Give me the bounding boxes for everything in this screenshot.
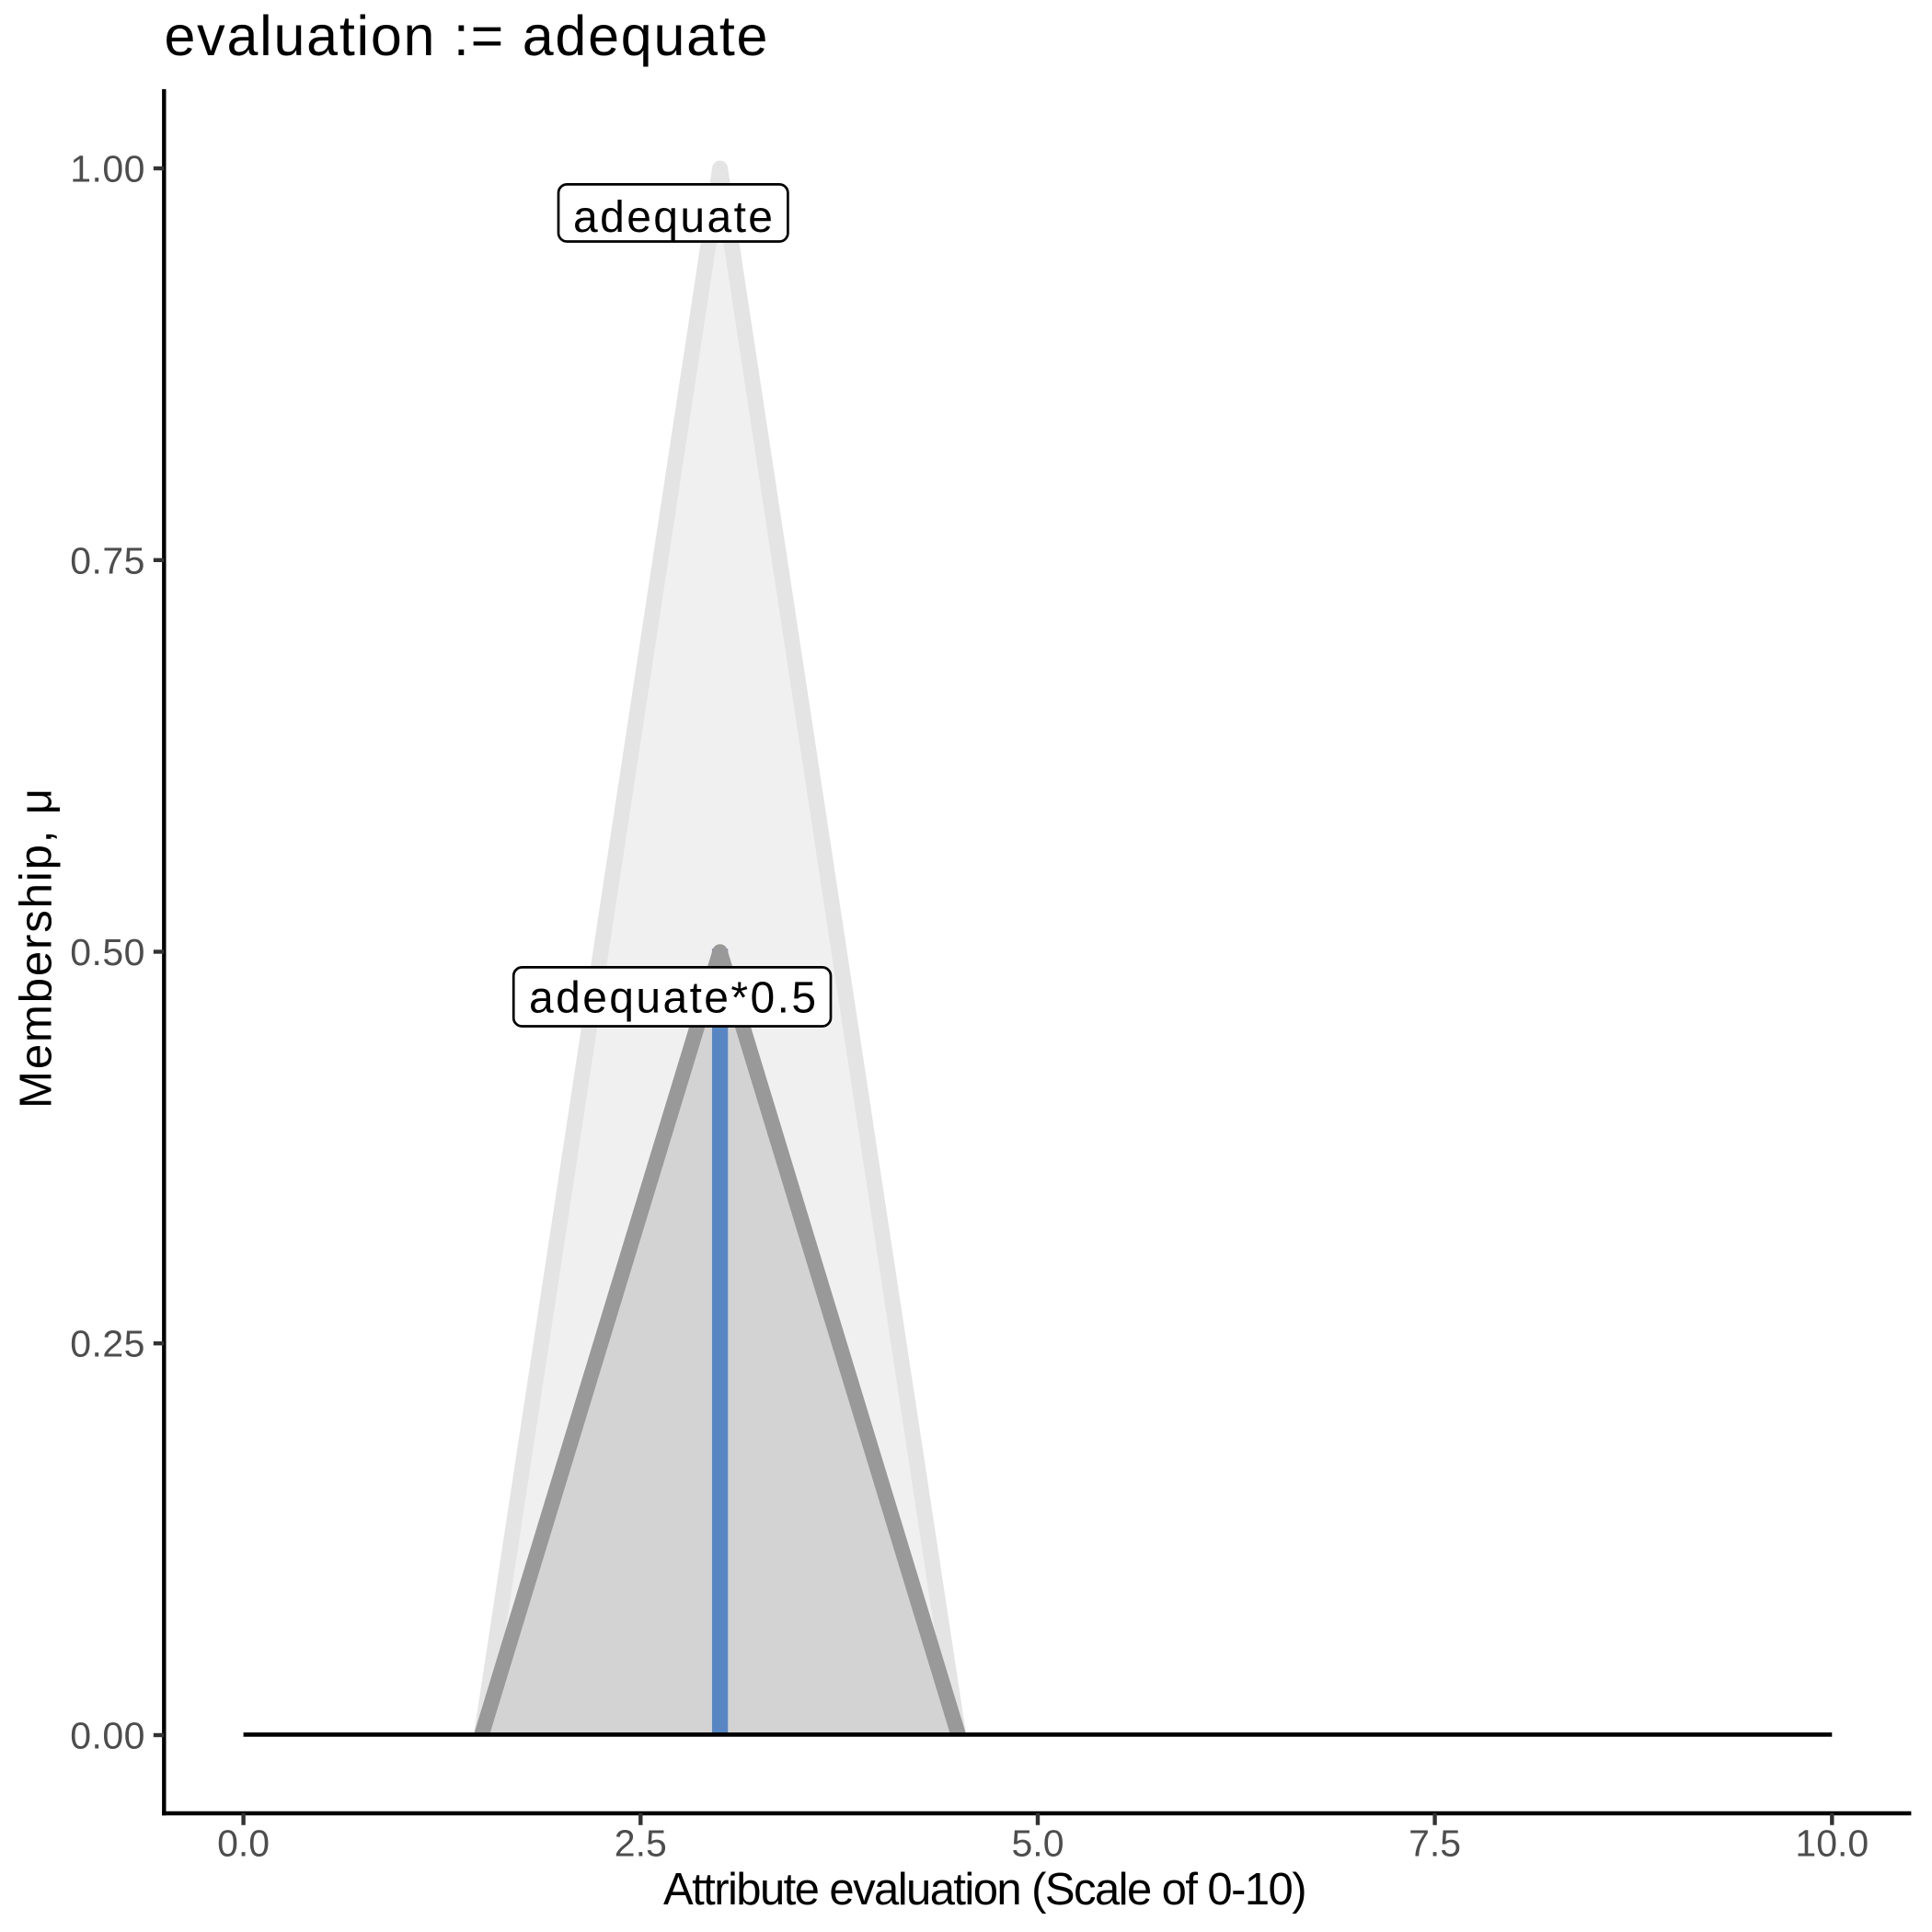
svg-text:Membership, μ: Membership, μ [12, 787, 62, 1109]
svg-text:0.25: 0.25 [70, 1323, 145, 1365]
svg-text:adequate*0.5: adequate*0.5 [529, 973, 818, 1022]
svg-text:adequate: adequate [573, 193, 775, 242]
svg-text:evaluation := adequate: evaluation := adequate [165, 5, 770, 67]
svg-text:0.0: 0.0 [217, 1823, 270, 1865]
svg-text:1.00: 1.00 [70, 148, 145, 190]
svg-text:7.5: 7.5 [1409, 1823, 1461, 1865]
svg-text:10.0: 10.0 [1795, 1823, 1869, 1865]
svg-text:5.0: 5.0 [1012, 1823, 1064, 1865]
svg-text:0.75: 0.75 [70, 539, 145, 581]
svg-text:2.5: 2.5 [615, 1823, 667, 1865]
svg-text:0.50: 0.50 [70, 931, 145, 973]
svg-text:Attribute evaluation (Scale of: Attribute evaluation (Scale of 0-10) [663, 1865, 1305, 1915]
svg-text:0.00: 0.00 [70, 1715, 145, 1757]
